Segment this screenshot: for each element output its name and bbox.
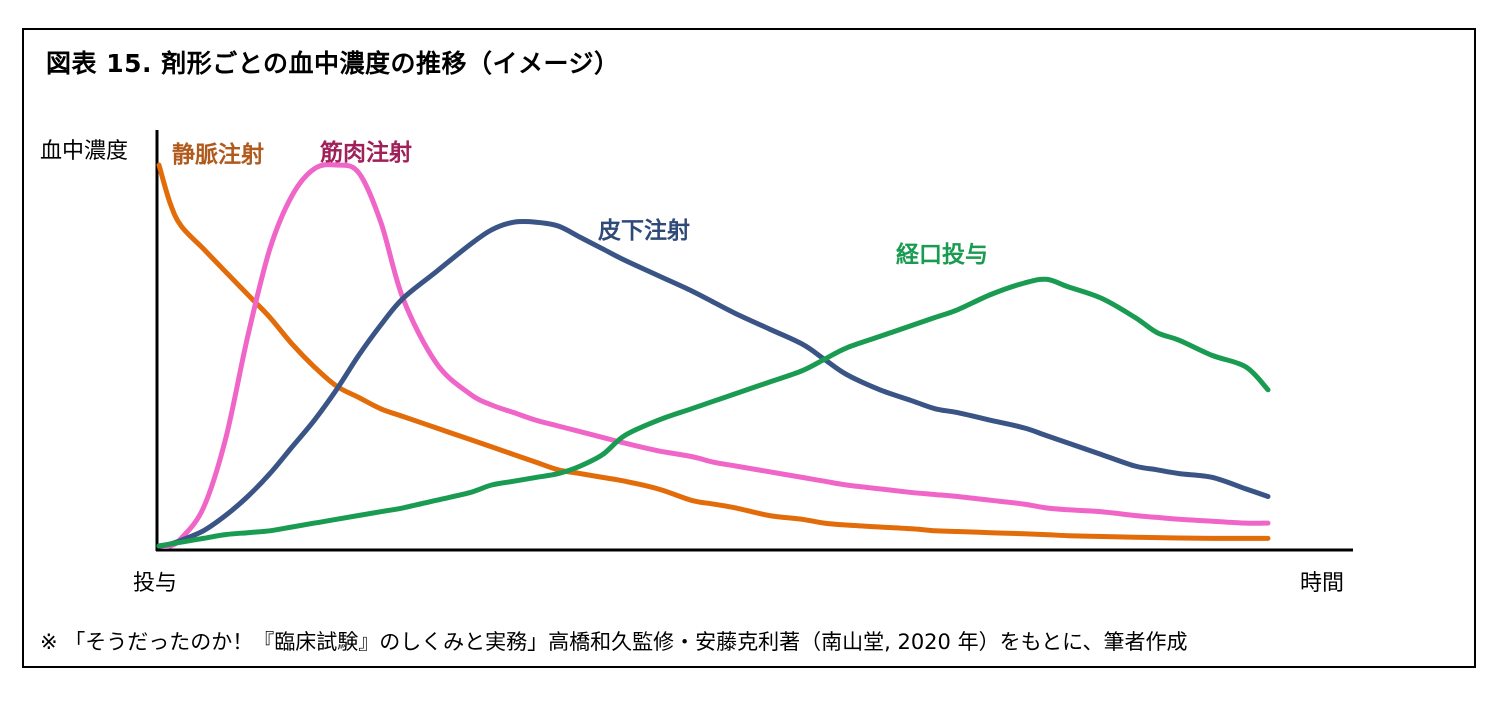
series-label-1: 静脈注射 <box>172 141 264 168</box>
series-line-3 <box>156 218 1271 549</box>
x-axis-label: 時間 <box>1300 571 1344 596</box>
series-label-3: 皮下注射 <box>598 217 690 244</box>
series-label-4: 経口投与 <box>896 241 988 268</box>
series-line-1 <box>156 162 1271 541</box>
y-axis-label: 血中濃度 <box>40 139 128 164</box>
chart-title: 図表 15. 剤形ごとの血中濃度の推移（イメージ） <box>46 49 620 78</box>
series-line-4 <box>156 276 1271 549</box>
series-label-2: 筋肉注射 <box>320 139 412 166</box>
figure-frame <box>22 28 1476 668</box>
source-note: ※ 「そうだったのか！『臨床試験』のしくみと実務」高橋和久監修・安藤克利著（南山… <box>40 630 1188 654</box>
series-layer <box>156 162 1271 550</box>
chart-axes <box>155 130 1353 552</box>
series-line-2 <box>156 162 1271 550</box>
x-origin-label: 投与 <box>133 571 177 596</box>
